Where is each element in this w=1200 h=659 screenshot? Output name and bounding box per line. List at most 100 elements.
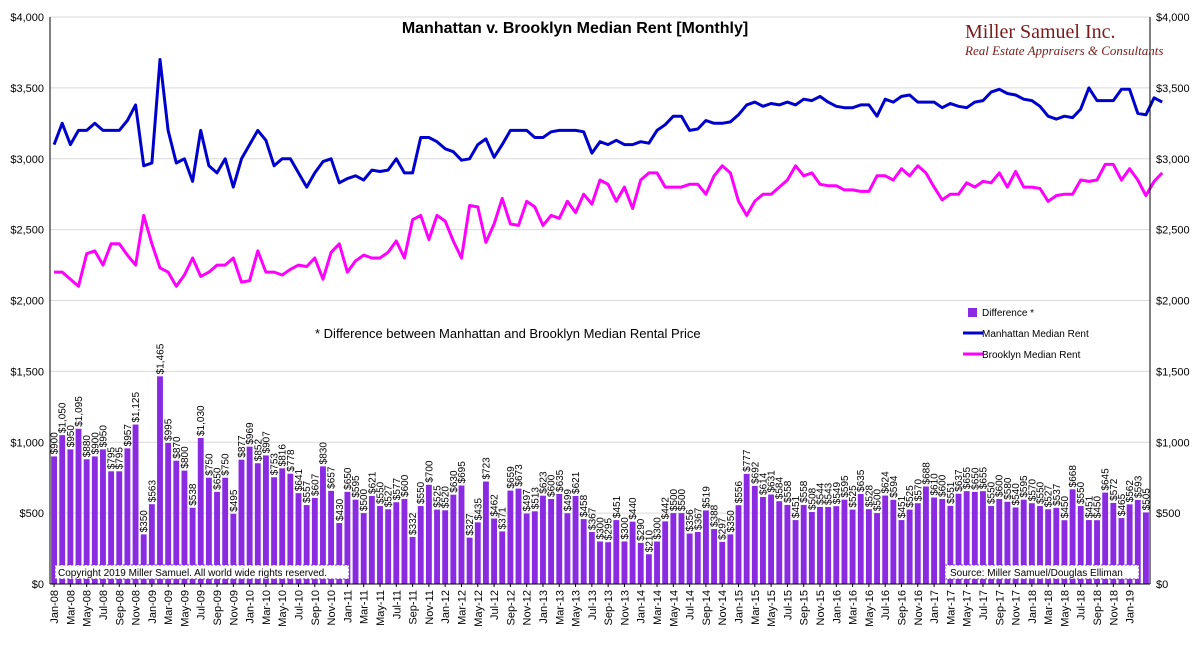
difference-bar	[963, 491, 970, 584]
difference-bar-label: $877	[237, 435, 248, 458]
x-tick-label: Sep-18	[1092, 590, 1104, 625]
difference-bar-label: $371	[498, 507, 509, 530]
difference-bar-label: $950	[66, 425, 77, 448]
difference-bar-label: $297	[718, 517, 729, 540]
difference-bar	[548, 498, 555, 584]
x-tick-label: Jan-13	[538, 590, 550, 624]
difference-bar-label: $630	[449, 470, 460, 493]
difference-bar-label: $332	[408, 512, 419, 535]
x-tick-label: Jul-16	[880, 590, 892, 620]
difference-bar-label: $688	[921, 462, 932, 485]
difference-bar	[1028, 503, 1035, 584]
difference-bar	[336, 523, 343, 584]
difference-bar	[1085, 520, 1092, 584]
difference-bar	[83, 459, 90, 584]
difference-bar-label: $969	[245, 422, 256, 445]
x-axis: Jan-08 Mar-08 May-08 Jul-08 Sep-08 Nov-08 Jan-…	[49, 584, 1137, 627]
difference-bar-label: $430	[335, 498, 346, 521]
difference-bar	[67, 449, 74, 584]
x-tick-label: Jul-10	[294, 590, 306, 620]
difference-bar-label: $295	[604, 517, 615, 540]
difference-bar-label: $600	[400, 474, 411, 497]
difference-bar-label: $1,125	[131, 392, 142, 423]
difference-bar-label: $621	[571, 471, 582, 494]
difference-bar	[751, 485, 758, 584]
difference-bar	[205, 477, 212, 584]
x-tick-label: Sep-15	[799, 590, 811, 625]
difference-bar-label: $550	[1076, 481, 1087, 504]
difference-bar-label: $558	[783, 480, 794, 503]
difference-bar	[75, 428, 82, 584]
x-tick-label: May-16	[864, 590, 876, 627]
difference-bar-label: $563	[147, 480, 158, 503]
difference-bar-label: $1,030	[196, 405, 207, 436]
difference-bar	[385, 509, 392, 584]
x-tick-label: Jan-08	[49, 590, 61, 624]
x-tick-label: Jul-15	[782, 590, 794, 620]
difference-bar	[556, 493, 563, 584]
difference-bar-label: $852	[253, 439, 264, 462]
difference-bar	[287, 473, 294, 584]
difference-bar-label: $1,465	[156, 343, 167, 374]
x-tick-label: Jul-17	[978, 590, 990, 620]
difference-bar-label: $778	[286, 449, 297, 472]
difference-bar-label: $750	[221, 453, 232, 476]
difference-bar	[1012, 507, 1019, 584]
difference-bar	[825, 507, 832, 584]
difference-bar-label: $900	[90, 432, 101, 455]
x-tick-label: Mar-08	[65, 590, 77, 625]
x-tick-label: Mar-16	[848, 590, 860, 625]
difference-bar-label: $657	[327, 466, 338, 489]
x-tick-label: Mar-17	[945, 590, 957, 625]
chart-title: Manhattan v. Brooklyn Median Rent [Month…	[402, 20, 748, 37]
x-tick-label: Mar-13	[554, 590, 566, 625]
x-tick-label: Nov-17	[1011, 590, 1023, 625]
difference-bar	[857, 493, 864, 584]
difference-bar-label: $777	[742, 449, 753, 472]
difference-bar	[588, 531, 595, 584]
difference-bar-label: $550	[376, 481, 387, 504]
x-tick-label: Sep-14	[701, 590, 713, 625]
difference-bar-label: $623	[538, 471, 549, 494]
difference-bar	[1061, 520, 1068, 584]
difference-bar-label: $527	[384, 485, 395, 508]
difference-bar-label: $527	[1044, 485, 1055, 508]
brand-name: Miller Samuel Inc.	[965, 21, 1116, 43]
difference-bar	[613, 520, 620, 584]
y-tick-label-left: $3,500	[10, 83, 44, 95]
difference-bar-label: $500	[873, 488, 884, 511]
difference-bar-label: $695	[457, 461, 468, 484]
x-tick-label: Mar-11	[359, 590, 371, 624]
difference-bar-label: $538	[188, 483, 199, 506]
x-tick-label: Mar-18	[1043, 590, 1055, 625]
x-tick-label: Nov-15	[815, 590, 827, 625]
difference-bar	[271, 477, 278, 584]
difference-bar-label: $525	[433, 485, 444, 508]
y-tick-label-right: $3,000	[1156, 154, 1190, 166]
difference-bar	[377, 506, 383, 584]
difference-bar	[295, 493, 302, 584]
difference-bar	[181, 470, 188, 584]
source-box-frame	[944, 564, 1140, 580]
x-tick-label: May-13	[571, 590, 583, 627]
difference-bar	[157, 376, 163, 584]
difference-bar	[230, 513, 237, 584]
difference-bar-label: $556	[734, 481, 745, 504]
difference-bar	[662, 521, 669, 584]
difference-bar	[1053, 507, 1060, 584]
x-tick-label: Sep-08	[114, 590, 126, 625]
difference-bar-label: $655	[978, 466, 989, 489]
difference-bar-label: $584	[775, 477, 786, 500]
difference-bar-label: $300	[596, 517, 607, 540]
difference-bar	[760, 496, 766, 584]
legend-swatch-bar	[968, 308, 977, 317]
copyright-text: Copyright 2019 Miller Samuel. All world …	[58, 568, 327, 579]
x-tick-label: Sep-16	[896, 590, 908, 625]
difference-bar	[165, 442, 172, 584]
difference-bar-label: $870	[172, 436, 183, 459]
difference-bar	[523, 513, 530, 584]
x-tick-label: Sep-17	[994, 590, 1006, 625]
x-tick-label: Jan-16	[831, 590, 843, 624]
difference-bar-label: $650	[343, 467, 354, 490]
x-tick-label: May-18	[1059, 590, 1071, 627]
